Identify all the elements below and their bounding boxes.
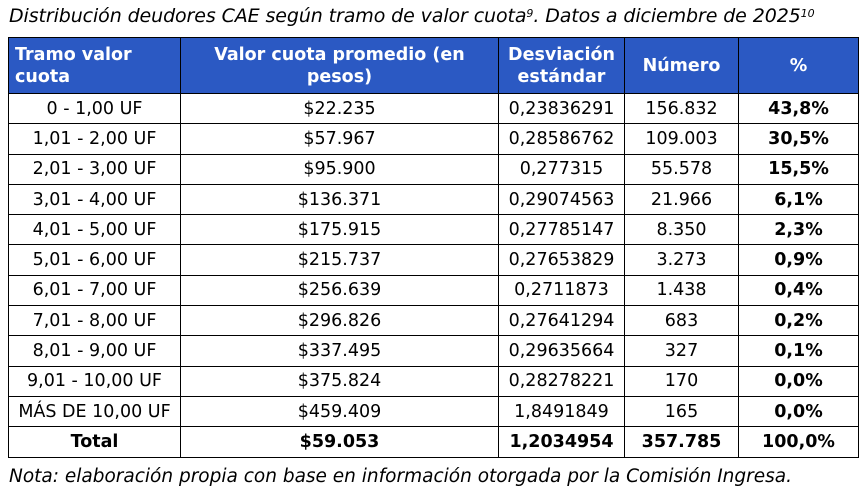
table-row: 4,01 - 5,00 UF $175.915 0,27785147 8.350 2,3… bbox=[8, 214, 859, 246]
table-caption: Distribución deudores CAE según tramo de… bbox=[9, 3, 815, 29]
table-row: 0 - 1,00 UF $22.235 0,23836291 156.832 43,8% bbox=[8, 92, 859, 125]
cell-tramo: 1,01 - 2,00 UF bbox=[8, 123, 181, 155]
cell-numero: 21.966 bbox=[624, 183, 739, 216]
table-row: 2,01 - 3,00 UF $95.900 0,277315 55.578 15,5% bbox=[8, 153, 859, 185]
cell-valor-cuota: $22.235 bbox=[180, 92, 499, 125]
caption-footnote-ref-2: 10 bbox=[800, 7, 815, 20]
cell-tramo: 9,01 - 10,00 UF bbox=[8, 365, 181, 397]
table-row: 6,01 - 7,00 UF $256.639 0,2711873 1.438 0,4% bbox=[8, 274, 859, 307]
cell-tramo: 7,01 - 8,00 UF bbox=[8, 305, 181, 337]
cell-porcentaje: 30,5% bbox=[738, 123, 859, 155]
cell-valor-cuota: $136.371 bbox=[180, 183, 499, 216]
cell-numero: 170 bbox=[624, 365, 739, 397]
total-porcentaje: 100,0% bbox=[738, 426, 859, 459]
cell-tramo: 0 - 1,00 UF bbox=[8, 92, 181, 125]
caption-text: Distribución deudores CAE según tramo de… bbox=[9, 5, 527, 27]
table-row: 9,01 - 10,00 UF $375.824 0,28278221 170 0,0% bbox=[8, 365, 859, 397]
caption-text-continued: . Datos a diciembre de 2025 bbox=[533, 5, 801, 27]
total-row: Total $59.053 1,2034954 357.785 100,0% bbox=[8, 426, 859, 459]
cell-numero: 1.438 bbox=[624, 274, 739, 307]
total-numero: 357.785 bbox=[624, 426, 739, 459]
cell-numero: 55.578 bbox=[624, 153, 739, 185]
cell-tramo: 3,01 - 4,00 UF bbox=[8, 183, 181, 216]
cell-tramo: 8,01 - 9,00 UF bbox=[8, 335, 181, 367]
cell-desviacion: 0,23836291 bbox=[498, 92, 625, 125]
cell-desviacion: 0,28278221 bbox=[498, 365, 625, 397]
header-tramo: Tramo valor cuota bbox=[8, 37, 181, 94]
table-row: 7,01 - 8,00 UF $296.826 0,27641294 683 0,2% bbox=[8, 305, 859, 337]
cell-porcentaje: 0,0% bbox=[738, 395, 859, 428]
header-valor-cuota: Valor cuota promedio (en pesos) bbox=[180, 37, 499, 94]
cell-porcentaje: 15,5% bbox=[738, 153, 859, 185]
cell-porcentaje: 0,9% bbox=[738, 244, 859, 276]
cell-numero: 165 bbox=[624, 395, 739, 428]
cell-porcentaje: 0,4% bbox=[738, 274, 859, 307]
cell-desviacion: 0,27641294 bbox=[498, 305, 625, 337]
cell-tramo: 5,01 - 6,00 UF bbox=[8, 244, 181, 276]
cell-numero: 109.003 bbox=[624, 123, 739, 155]
header-numero: Número bbox=[624, 37, 739, 94]
cell-desviacion: 0,27785147 bbox=[498, 214, 625, 246]
cell-porcentaje: 0,1% bbox=[738, 335, 859, 367]
table-row: 3,01 - 4,00 UF $136.371 0,29074563 21.966 6,… bbox=[8, 183, 859, 216]
cell-valor-cuota: $296.826 bbox=[180, 305, 499, 337]
cell-numero: 156.832 bbox=[624, 92, 739, 125]
cell-valor-cuota: $459.409 bbox=[180, 395, 499, 428]
caption-footnote-ref-1: 9 bbox=[526, 7, 534, 20]
cell-numero: 3.273 bbox=[624, 244, 739, 276]
cell-tramo: 4,01 - 5,00 UF bbox=[8, 214, 181, 246]
debtors-table: Tramo valor cuota Valor cuota promedio (… bbox=[8, 37, 859, 459]
cell-desviacion: 0,2711873 bbox=[498, 274, 625, 307]
cell-tramo: MÁS DE 10,00 UF bbox=[8, 395, 181, 428]
cell-valor-cuota: $57.967 bbox=[180, 123, 499, 155]
total-desviacion: 1,2034954 bbox=[498, 426, 625, 459]
source-note: Nota: elaboración propia con base en inf… bbox=[9, 466, 792, 487]
cell-desviacion: 0,27653829 bbox=[498, 244, 625, 276]
table-body: 0 - 1,00 UF $22.235 0,23836291 156.832 43,8%… bbox=[8, 92, 859, 428]
cell-porcentaje: 43,8% bbox=[738, 92, 859, 125]
cell-desviacion: 1,8491849 bbox=[498, 395, 625, 428]
cell-tramo: 2,01 - 3,00 UF bbox=[8, 153, 181, 185]
cell-numero: 327 bbox=[624, 335, 739, 367]
cell-porcentaje: 0,0% bbox=[738, 365, 859, 397]
header-porcentaje: % bbox=[738, 37, 859, 94]
cell-numero: 683 bbox=[624, 305, 739, 337]
cell-valor-cuota: $175.915 bbox=[180, 214, 499, 246]
table-header: Tramo valor cuota Valor cuota promedio (… bbox=[8, 37, 859, 94]
table-row: 8,01 - 9,00 UF $337.495 0,29635664 327 0,1% bbox=[8, 335, 859, 367]
table-footer: Total $59.053 1,2034954 357.785 100,0% bbox=[8, 426, 859, 459]
cell-desviacion: 0,28586762 bbox=[498, 123, 625, 155]
cell-porcentaje: 0,2% bbox=[738, 305, 859, 337]
total-label: Total bbox=[8, 426, 181, 459]
table-row: 1,01 - 2,00 UF $57.967 0,28586762 109.003 30… bbox=[8, 123, 859, 155]
cell-valor-cuota: $256.639 bbox=[180, 274, 499, 307]
cell-desviacion: 0,29074563 bbox=[498, 183, 625, 216]
cell-valor-cuota: $375.824 bbox=[180, 365, 499, 397]
header-desviacion: Desviación estándar bbox=[498, 37, 625, 94]
cell-valor-cuota: $95.900 bbox=[180, 153, 499, 185]
total-valor: $59.053 bbox=[180, 426, 499, 459]
cell-valor-cuota: $215.737 bbox=[180, 244, 499, 276]
cell-valor-cuota: $337.495 bbox=[180, 335, 499, 367]
table-row: 5,01 - 6,00 UF $215.737 0,27653829 3.273 0,9… bbox=[8, 244, 859, 276]
header-row: Tramo valor cuota Valor cuota promedio (… bbox=[8, 37, 859, 94]
cell-porcentaje: 2,3% bbox=[738, 214, 859, 246]
cell-tramo: 6,01 - 7,00 UF bbox=[8, 274, 181, 307]
cell-desviacion: 0,277315 bbox=[498, 153, 625, 185]
cell-numero: 8.350 bbox=[624, 214, 739, 246]
cell-porcentaje: 6,1% bbox=[738, 183, 859, 216]
cell-desviacion: 0,29635664 bbox=[498, 335, 625, 367]
table-row: MÁS DE 10,00 UF $459.409 1,8491849 165 0,0% bbox=[8, 395, 859, 428]
